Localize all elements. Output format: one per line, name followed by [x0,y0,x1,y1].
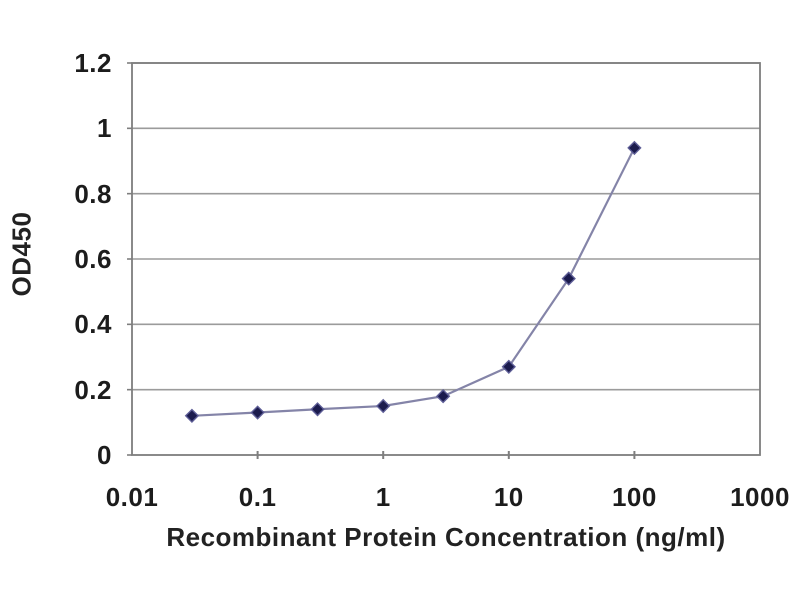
data-point-marker [184,408,200,423]
y-tick-label: 0.6 [74,244,112,274]
data-point-marker [561,271,576,286]
y-tick-label: 0 [97,440,112,470]
x-tick-label: 1 [375,482,391,512]
data-point-marker [250,405,265,420]
data-point-marker [376,398,391,414]
y-axis-title: OD450 [6,211,37,297]
y-tick-label: 0.8 [74,178,112,209]
y-tick-label: 0.2 [74,374,112,405]
y-tick-label: 1.2 [74,48,112,78]
data-point-marker [435,389,451,404]
x-tick-label: 10 [493,482,524,512]
x-tick-label: 1000 [730,482,790,512]
data-point-marker [501,359,516,374]
x-axis-title: Recombinant Protein Concentration (ng/ml… [166,522,726,552]
x-tick-label: 0.1 [238,482,277,512]
series-line [191,147,636,417]
data-point-marker [310,402,325,417]
y-tick-label: 0.4 [74,309,112,340]
x-tick-label: 0.01 [105,482,159,512]
x-tick-label: 100 [611,482,657,512]
data-point-marker [627,140,642,156]
y-tick-label: 1 [97,113,112,144]
